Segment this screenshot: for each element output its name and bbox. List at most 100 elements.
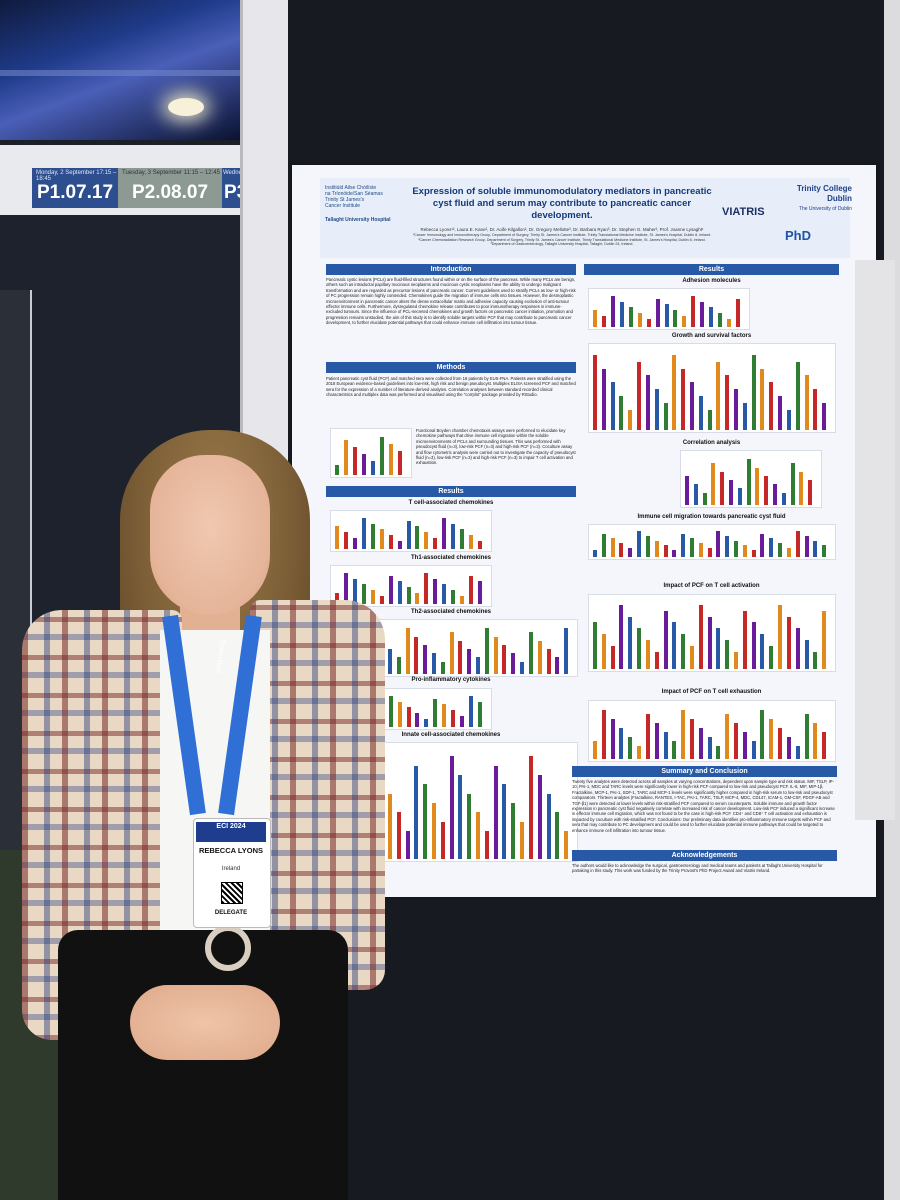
poster-figure-bar: [442, 584, 447, 604]
section-summary: Summary and Conclusion: [572, 766, 837, 777]
ceiling-truss: [0, 70, 240, 76]
session-sign-p1: Monday, 2 September 17:15 – 18:45 P1.07.…: [32, 168, 118, 208]
poster-figure-bar: [449, 756, 454, 859]
methods-text: Patient pancreatic cyst fluid (PCF) and …: [326, 376, 576, 398]
poster-figure-bar: [786, 736, 791, 759]
poster-figure-bar: [760, 368, 765, 430]
poster-figure-bar: [467, 793, 472, 859]
poster-figure-bar: [742, 610, 747, 669]
poster-figure-bar: [781, 492, 786, 505]
poster-figure-bar: [610, 538, 615, 557]
poster-figure-bar: [396, 812, 401, 859]
poster-figure-bar: [440, 661, 445, 674]
poster-figure-bar: [388, 695, 393, 727]
figure-tcell-chemokines: [330, 510, 492, 552]
subhead-innate-chemokines: Innate cell-associated chemokines: [401, 732, 501, 738]
poster-figure-bar: [478, 540, 483, 549]
poster-figure-bar: [689, 538, 694, 557]
poster-figure-bar: [700, 301, 705, 327]
poster-figure-bar: [460, 715, 465, 727]
poster-figure-bar: [423, 784, 428, 859]
poster-figure-bar: [593, 310, 597, 327]
poster-figure-bar: [702, 492, 707, 505]
adjacent-board: [855, 260, 895, 820]
hospital-logo: Tallaght University Hospital: [325, 217, 391, 223]
poster-figure-bar: [725, 714, 730, 759]
poster-figure-bar: [628, 736, 633, 759]
poster-figure-bar: [645, 714, 650, 759]
poster-figure-bar: [469, 575, 474, 604]
poster-figure-bar: [742, 402, 747, 430]
poster-figure-bar: [698, 543, 703, 557]
poster-figure-bar: [370, 589, 375, 604]
poster-figure-bar: [727, 318, 732, 327]
poster-figure-bar: [736, 298, 741, 327]
poster-figure-bar: [718, 312, 723, 327]
institute-logo: Institiúid Ailse Chóilíste na Tríonóide/…: [325, 185, 405, 255]
belt-buckle: [205, 925, 251, 971]
poster-figure-bar: [725, 639, 730, 669]
poster-figure-bar: [681, 709, 686, 759]
poster-figure-bar: [769, 718, 774, 759]
poster-figure-bar: [645, 536, 650, 557]
poster-figure-bar: [742, 545, 747, 557]
poster-figure-bar: [469, 695, 474, 727]
poster-figure-bar: [442, 517, 447, 549]
poster-figure-bar: [335, 526, 339, 549]
poster-figure-bar: [460, 529, 465, 549]
poster-figure-bar: [343, 532, 348, 549]
poster-figure-bar: [442, 704, 447, 727]
poster-figure-bar: [405, 628, 410, 674]
poster-figure-bar: [546, 793, 551, 859]
poster-figure-bar: [478, 701, 483, 727]
poster-figure-bar: [716, 531, 721, 557]
figure-migration: [588, 524, 836, 560]
poster-figure-bar: [619, 301, 624, 327]
poster-figure-bar: [628, 307, 633, 327]
methods-text-2: Functional Boyden chamber chemotaxis ass…: [416, 428, 576, 466]
poster-figure-bar: [610, 718, 615, 759]
poster-figure-bar: [673, 310, 678, 327]
poster-figure-bar: [751, 622, 756, 669]
figure-growth: [588, 343, 836, 433]
poster-figure-bar: [804, 536, 809, 557]
poster-figure-bar: [691, 295, 696, 327]
poster-figure-bar: [655, 298, 660, 327]
poster-figure-bar: [458, 775, 463, 859]
poster-figure-bar: [637, 361, 642, 430]
badge-qr-code: [221, 882, 243, 904]
poster-figure-bar: [769, 538, 774, 557]
section-acknowledgements: Acknowledgements: [572, 850, 837, 861]
poster-figure-bar: [786, 409, 791, 430]
poster-header: [320, 178, 850, 258]
poster-figure-bar: [431, 653, 436, 674]
poster-figure-bar: [654, 651, 659, 669]
poster-figure-bar: [795, 531, 800, 557]
poster-figure-bar: [493, 636, 498, 674]
poster-figure-bar: [423, 644, 428, 674]
poster-figure-bar: [790, 463, 795, 505]
poster-figure-bar: [352, 578, 357, 604]
poster-figure-bar: [693, 484, 698, 505]
ack-text: The authors would like to acknowledge th…: [572, 863, 823, 874]
poster-figure-bar: [406, 520, 411, 549]
poster-figure-bar: [619, 395, 624, 430]
poster-figure-bar: [601, 315, 606, 327]
poster-figure-bar: [469, 534, 474, 549]
poster-figure-bar: [755, 467, 760, 505]
poster-figure-bar: [610, 295, 615, 327]
plaid-jacket-right: [250, 600, 385, 990]
poster-figure-bar: [520, 821, 525, 859]
poster-figure-bar: [380, 436, 384, 475]
poster-figure-bar: [397, 701, 402, 727]
poster-title: Expression of soluble immunomodulatory m…: [412, 186, 712, 221]
poster-figure-bar: [813, 651, 818, 669]
poster-figure-bar: [451, 589, 456, 604]
poster-figure-bar: [502, 784, 507, 859]
section-results-left: Results: [326, 486, 576, 497]
poster-figure-bar: [707, 547, 712, 557]
poster-figure-bar: [637, 531, 642, 557]
poster-figure-bar: [742, 732, 747, 759]
poster-figure-bar: [778, 727, 783, 759]
poster-figure-bar: [734, 389, 739, 430]
